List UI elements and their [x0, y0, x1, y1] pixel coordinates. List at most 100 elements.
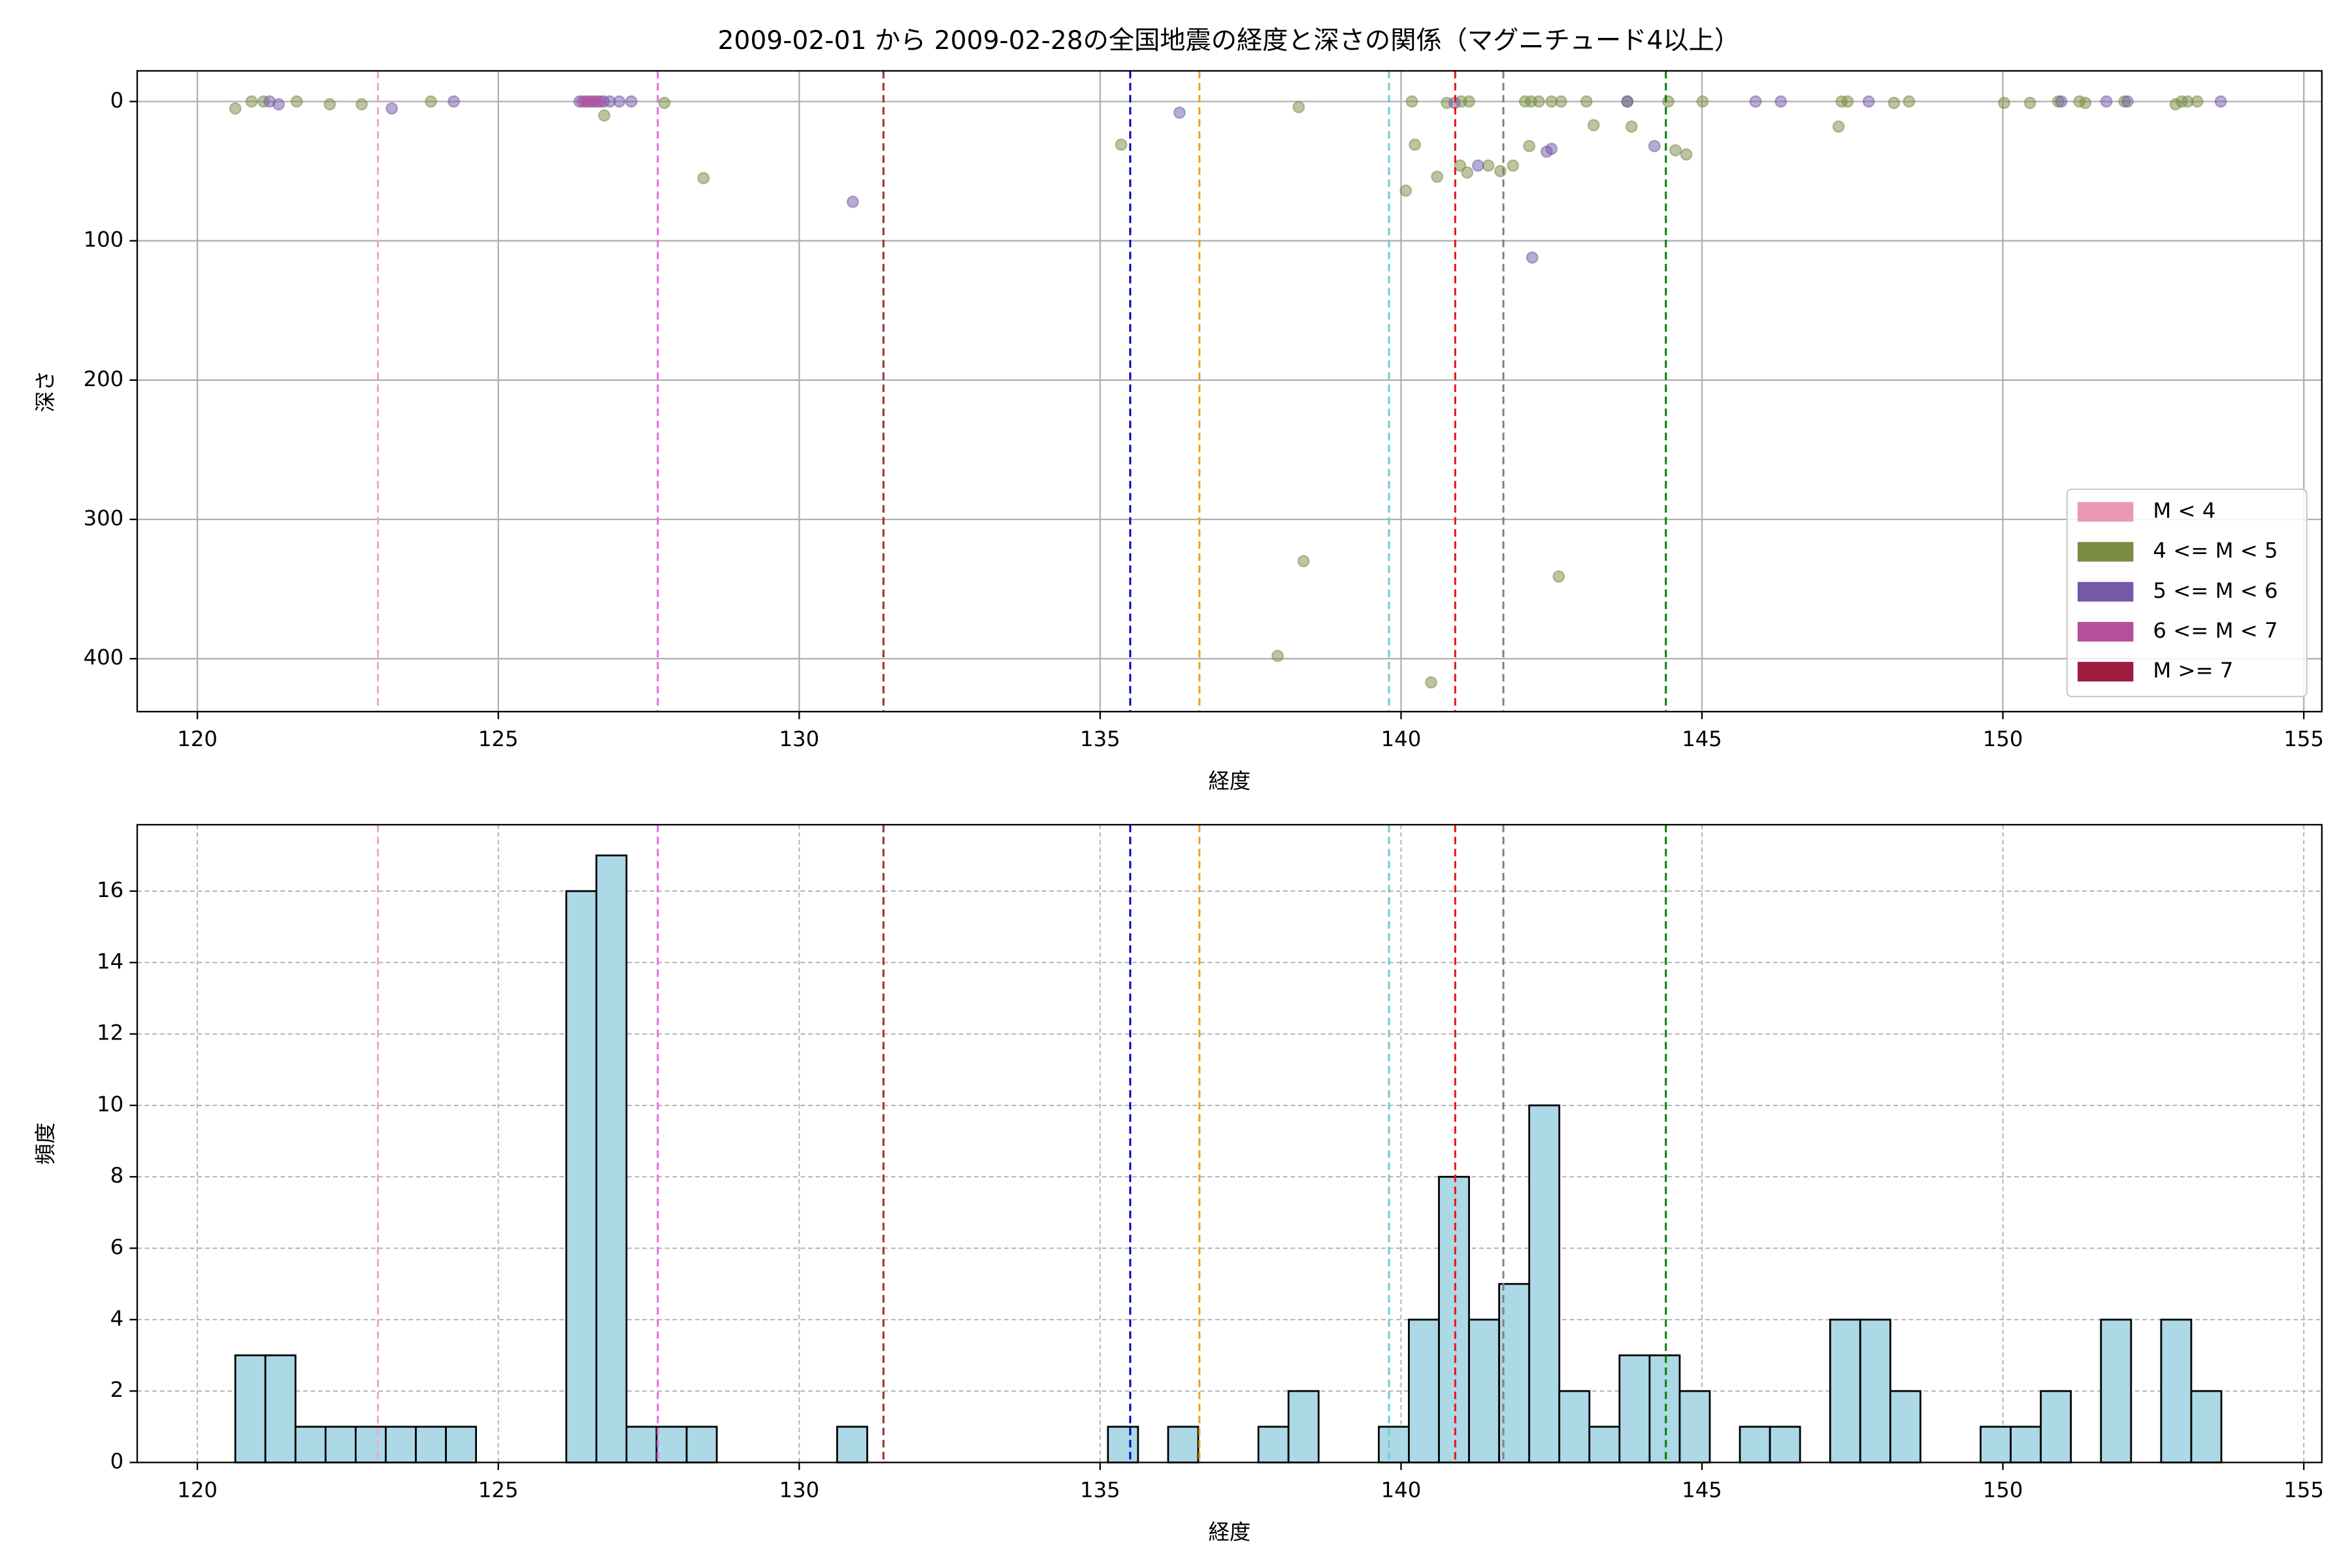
point [1680, 148, 1693, 161]
bar [1678, 1390, 1711, 1463]
point [1409, 139, 1422, 151]
point [245, 95, 258, 108]
legend-label: 5 <= M < 6 [2153, 578, 2278, 603]
legend-swatch [2078, 542, 2134, 562]
point [1454, 159, 1467, 172]
x-tick-label: 130 [779, 1477, 819, 1502]
axes-frame [136, 70, 2323, 713]
point [229, 102, 242, 115]
point [2100, 95, 2113, 108]
bar [1618, 1354, 1651, 1463]
point [1425, 676, 1437, 689]
point [1580, 95, 1593, 108]
y-tick-label: 300 [84, 506, 124, 531]
bar [1980, 1426, 2012, 1463]
point [1862, 95, 1875, 108]
bar [685, 1426, 718, 1463]
bar [595, 854, 628, 1463]
bar [2040, 1390, 2072, 1463]
bar [1859, 1318, 1891, 1463]
chart-title: 2009-02-01 から 2009-02-28の全国地震の経度と深さの関係（マ… [717, 26, 1740, 56]
point [1555, 95, 1567, 108]
point [2079, 97, 2092, 109]
point [385, 102, 399, 115]
y-tick-label: 6 [110, 1235, 124, 1260]
y-tick-label: 0 [110, 88, 124, 112]
bar [1287, 1390, 1320, 1463]
bar [836, 1426, 868, 1463]
bar [655, 1426, 688, 1463]
y-tick-label: 200 [84, 367, 124, 391]
y-tick-label: 100 [84, 227, 124, 252]
point [1523, 140, 1536, 153]
bar [1648, 1354, 1681, 1463]
bar [2160, 1318, 2193, 1463]
legend-swatch [2078, 581, 2134, 602]
y-tick-label: 14 [97, 949, 123, 973]
point [1292, 101, 1305, 114]
point [2214, 95, 2227, 108]
legend-label: M < 4 [2153, 498, 2215, 523]
bar [1769, 1426, 1801, 1463]
bar [1889, 1390, 1921, 1463]
point [425, 95, 437, 108]
bar [1377, 1426, 1410, 1463]
x-tick-label: 125 [478, 727, 519, 751]
point [2023, 97, 2036, 109]
point [323, 98, 336, 111]
point [1471, 159, 1484, 172]
bar [445, 1426, 478, 1463]
bar [1107, 1426, 1139, 1463]
bar [415, 1426, 447, 1463]
y-tick-label: 0 [110, 1448, 124, 1473]
point [1661, 95, 1674, 108]
point [1696, 95, 1709, 108]
x-tick-label: 120 [177, 727, 218, 751]
point [613, 95, 626, 108]
point [1587, 119, 1600, 132]
bar [385, 1426, 417, 1463]
point [1774, 95, 1788, 108]
point [1648, 140, 1661, 153]
bar [1468, 1318, 1500, 1463]
point [2191, 95, 2204, 108]
point [1545, 142, 1558, 155]
point [2055, 95, 2068, 108]
bar [2190, 1390, 2223, 1463]
y-tick-label: 400 [84, 645, 124, 670]
point [1399, 184, 1413, 197]
bar [2010, 1426, 2042, 1463]
bar [1408, 1318, 1440, 1463]
point [272, 98, 285, 111]
point [1173, 106, 1186, 119]
bar [565, 890, 598, 1463]
point [846, 195, 859, 208]
x-tick-label: 155 [2283, 1477, 2324, 1502]
point [290, 95, 303, 108]
point [448, 95, 460, 108]
x-tick-label: 135 [1080, 1477, 1120, 1502]
legend-swatch [2078, 662, 2134, 682]
x-tick-label: 155 [2283, 727, 2324, 751]
point [1431, 171, 1444, 183]
x-axis-label: 経度 [1209, 769, 1251, 794]
point [1507, 159, 1520, 172]
bar [625, 1426, 658, 1463]
point [594, 95, 607, 108]
point [1463, 95, 1476, 108]
x-tick-label: 140 [1381, 1477, 1422, 1502]
x-axis-label: 経度 [1209, 1520, 1251, 1544]
bar [1739, 1426, 1771, 1463]
x-tick-label: 140 [1381, 727, 1422, 751]
point [598, 109, 611, 122]
point [658, 97, 671, 109]
bar [354, 1426, 387, 1463]
y-tick-label: 8 [110, 1163, 124, 1188]
bar [1588, 1426, 1621, 1463]
legend-swatch [2078, 502, 2134, 522]
point [1887, 97, 1901, 109]
bar [1528, 1104, 1561, 1463]
bar [1167, 1426, 1200, 1463]
